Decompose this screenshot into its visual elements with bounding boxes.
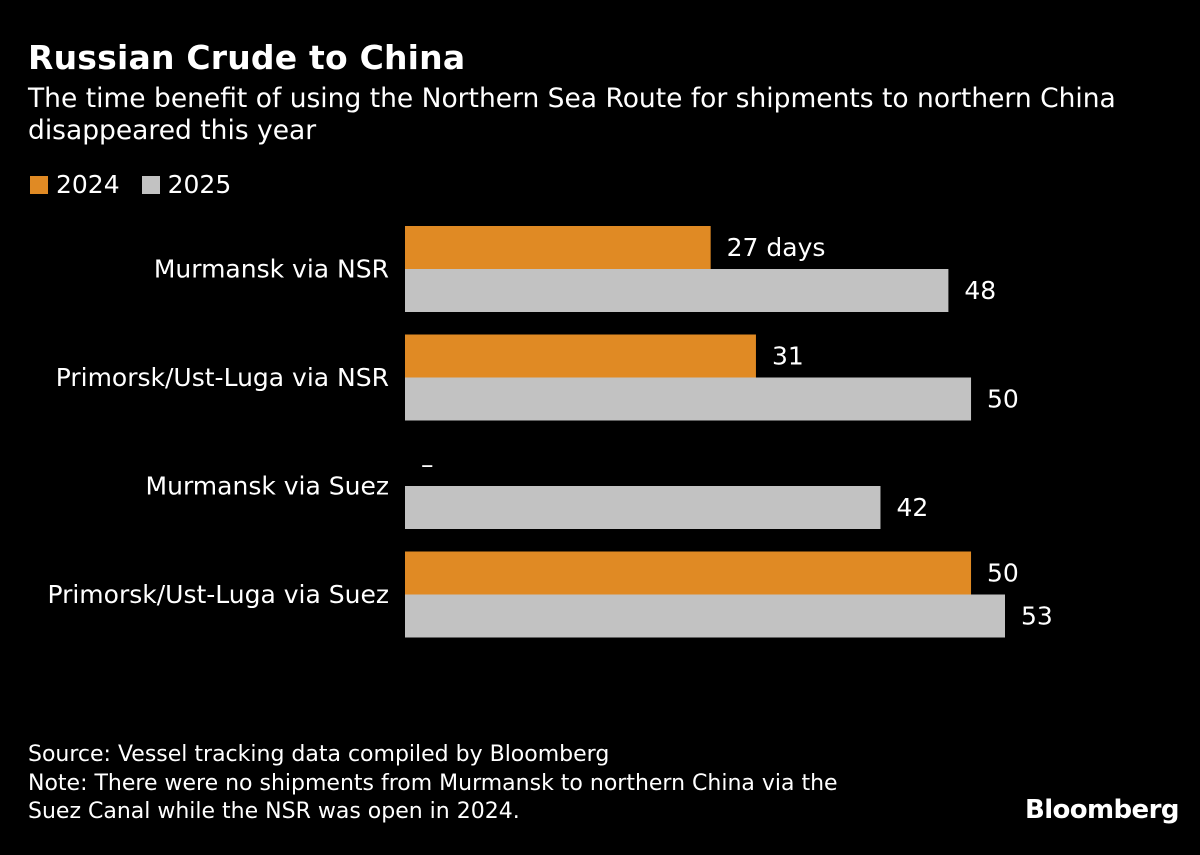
data-label-2024-primorsk-ust-luga-via-nsr: 31 <box>772 342 804 371</box>
bar-2025-murmansk-via-suez <box>405 486 881 529</box>
legend-item-2024: 2024 <box>30 170 120 199</box>
bar-2024-primorsk-ust-luga-via-nsr <box>405 334 756 378</box>
data-label-2025-murmansk-via-nsr: 48 <box>964 276 996 305</box>
legend-item-2025: 2025 <box>141 170 232 199</box>
bloomberg-logo: Bloomberg <box>1025 795 1179 825</box>
legend-label-2025: 2025 <box>167 170 232 199</box>
note-text-line-1: Note: There were no shipments from Murma… <box>28 770 838 796</box>
legend-swatch-2024 <box>30 175 48 194</box>
note-text-line-2: Suez Canal while the NSR was open in 202… <box>28 799 520 824</box>
chart-legend: 2024 2025 <box>30 170 253 199</box>
legend-swatch-2025 <box>141 175 160 194</box>
chart-title: Russian Crude to China <box>28 38 466 77</box>
data-label-2025-primorsk-ust-luga-via-suez: 53 <box>1021 602 1053 631</box>
bar-2025-primorsk-ust-luga-via-nsr <box>405 377 972 421</box>
bar-2025-primorsk-ust-luga-via-suez <box>405 594 1005 638</box>
chart-subtitle: The time benefit of using the Northern S… <box>28 83 1178 147</box>
category-label-murmansk-via-suez: Murmansk via Suez <box>146 472 389 501</box>
chart-footer: Source: Vessel tracking data compiled by… <box>28 741 928 827</box>
subtitle-line-1: The time benefit of using the Northern S… <box>28 83 1116 114</box>
data-label-2024-murmansk-via-nsr: 27 days <box>727 233 826 262</box>
legend-label-2024: 2024 <box>56 170 120 199</box>
category-label-primorsk-ust-luga-via-nsr: Primorsk/Ust-Luga via NSR <box>56 363 389 392</box>
source-text: Source: Vessel tracking data compiled by… <box>28 742 610 767</box>
data-label-2024-primorsk-ust-luga-via-suez: 50 <box>987 559 1019 588</box>
bar-2025-murmansk-via-nsr <box>405 269 949 312</box>
data-label-2025-primorsk-ust-luga-via-nsr: 50 <box>987 385 1019 414</box>
data-label-2024-murmansk-via-suez: – <box>421 450 434 479</box>
category-label-primorsk-ust-luga-via-suez: Primorsk/Ust-Luga via Suez <box>47 580 389 609</box>
bar-chart: Murmansk via NSR 27 days 48 Primorsk/Ust-Lu… <box>47 226 1053 638</box>
data-label-2025-murmansk-via-suez: 42 <box>896 493 928 522</box>
category-label-murmansk-via-nsr: Murmansk via NSR <box>154 255 389 284</box>
bar-2024-primorsk-ust-luga-via-suez <box>405 551 972 595</box>
subtitle-line-2: disappeared this year <box>28 115 317 146</box>
bar-2024-murmansk-via-nsr <box>405 226 711 269</box>
